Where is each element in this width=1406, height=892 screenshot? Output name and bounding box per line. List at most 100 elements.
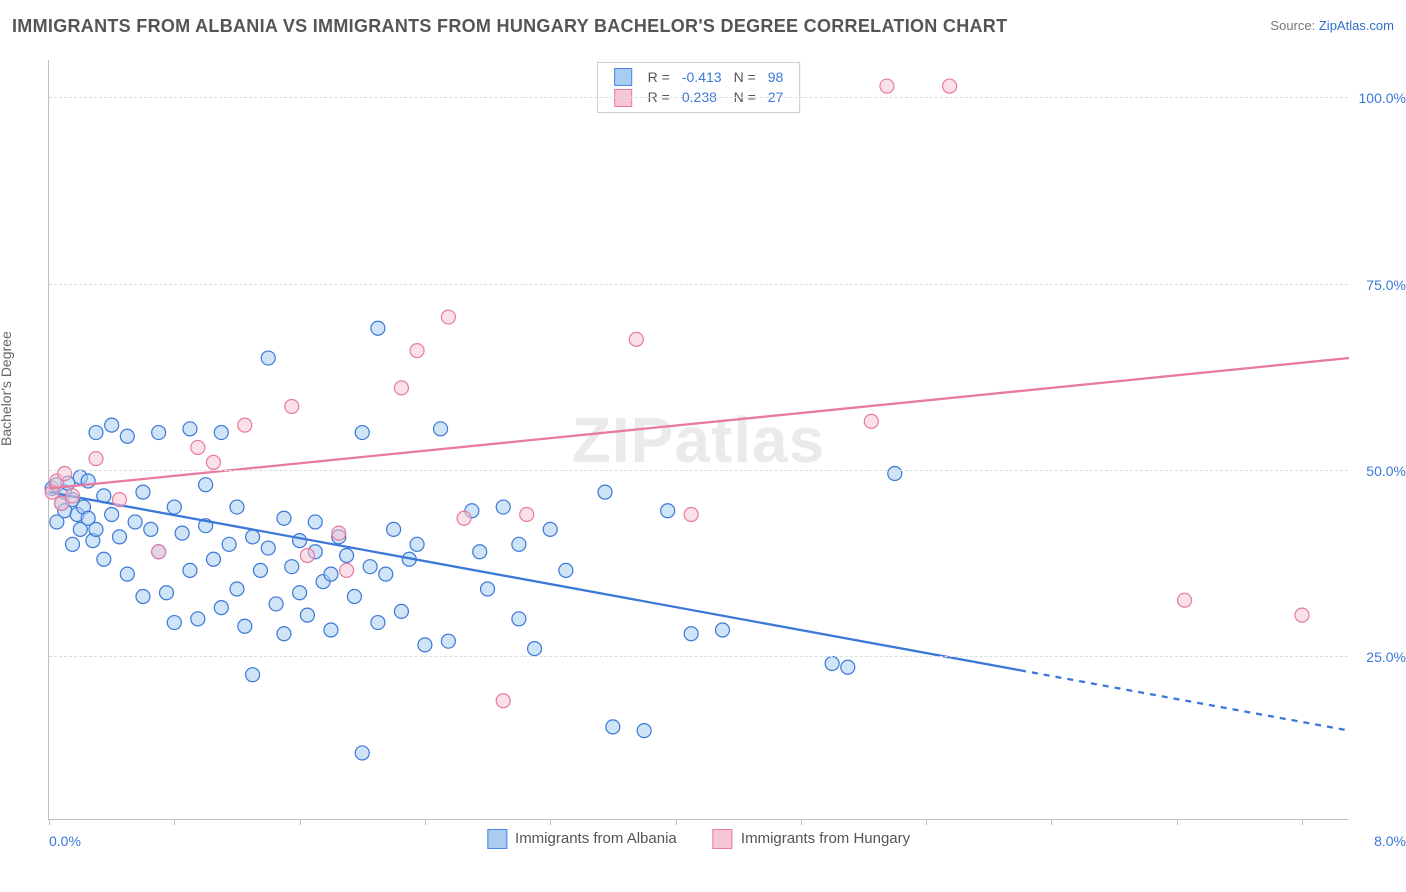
data-point (230, 582, 244, 596)
data-point (355, 426, 369, 440)
data-point (112, 530, 126, 544)
data-point (481, 582, 495, 596)
data-point (238, 619, 252, 633)
data-point (441, 310, 455, 324)
x-tick (550, 819, 551, 825)
data-point (214, 426, 228, 440)
y-tick-label: 75.0% (1366, 277, 1406, 293)
data-point (880, 79, 894, 93)
data-point (285, 399, 299, 413)
data-point (324, 567, 338, 581)
data-point (888, 467, 902, 481)
data-point (379, 567, 393, 581)
data-point (175, 526, 189, 540)
data-point (136, 485, 150, 499)
data-point (300, 548, 314, 562)
gridline: 100.0% (49, 97, 1348, 98)
x-tick (300, 819, 301, 825)
data-point (206, 455, 220, 469)
data-point (496, 500, 510, 514)
data-point (434, 422, 448, 436)
data-point (183, 563, 197, 577)
series-legend-label: Immigrants from Hungary (741, 830, 910, 847)
data-point (128, 515, 142, 529)
data-point (89, 522, 103, 536)
data-point (105, 418, 119, 432)
data-point (120, 567, 134, 581)
data-point (159, 586, 173, 600)
source-label: Source: (1270, 18, 1315, 33)
data-point (246, 668, 260, 682)
data-point (308, 515, 322, 529)
source-link[interactable]: ZipAtlas.com (1319, 18, 1394, 33)
legend-swatch (713, 829, 733, 849)
data-point (629, 332, 643, 346)
data-point (559, 563, 573, 577)
source-credit: Source: ZipAtlas.com (1270, 18, 1394, 33)
data-point (183, 422, 197, 436)
data-point (441, 634, 455, 648)
data-point (347, 589, 361, 603)
data-point (512, 537, 526, 551)
data-point (864, 414, 878, 428)
data-point (606, 720, 620, 734)
data-point (167, 616, 181, 630)
x-tick (425, 819, 426, 825)
data-point (543, 522, 557, 536)
data-point (65, 489, 79, 503)
data-point (97, 552, 111, 566)
data-point (152, 426, 166, 440)
gridline: 75.0% (49, 284, 1348, 285)
data-point (277, 627, 291, 641)
data-point (112, 493, 126, 507)
data-point (637, 724, 651, 738)
data-point (410, 344, 424, 358)
data-point (191, 440, 205, 454)
data-point (841, 660, 855, 674)
plot-svg (49, 60, 1348, 819)
series-legend-label: Immigrants from Albania (515, 830, 677, 847)
data-point (144, 522, 158, 536)
data-point (598, 485, 612, 499)
data-point (105, 508, 119, 522)
data-point (457, 511, 471, 525)
data-point (293, 586, 307, 600)
data-point (293, 534, 307, 548)
data-point (332, 526, 346, 540)
data-point (410, 537, 424, 551)
data-point (715, 623, 729, 637)
data-point (340, 563, 354, 577)
data-point (528, 642, 542, 656)
x-axis-max-label: 8.0% (1374, 833, 1406, 849)
x-tick (1302, 819, 1303, 825)
y-axis-label: Bachelor's Degree (0, 331, 14, 446)
data-point (261, 351, 275, 365)
data-point (65, 537, 79, 551)
data-point (199, 478, 213, 492)
data-point (496, 694, 510, 708)
data-point (261, 541, 275, 555)
data-point (89, 452, 103, 466)
data-point (371, 321, 385, 335)
data-point (661, 504, 675, 518)
x-tick (1177, 819, 1178, 825)
data-point (512, 612, 526, 626)
trend-line-extrapolated (1020, 670, 1349, 730)
data-point (238, 418, 252, 432)
x-tick (676, 819, 677, 825)
data-point (324, 623, 338, 637)
data-point (394, 381, 408, 395)
data-point (277, 511, 291, 525)
x-tick (1051, 819, 1052, 825)
data-point (355, 746, 369, 760)
data-point (473, 545, 487, 559)
data-point (387, 522, 401, 536)
data-point (371, 616, 385, 630)
data-point (340, 548, 354, 562)
x-axis-min-label: 0.0% (49, 833, 81, 849)
data-point (167, 500, 181, 514)
data-point (89, 426, 103, 440)
data-point (943, 79, 957, 93)
x-tick (801, 819, 802, 825)
chart-title: IMMIGRANTS FROM ALBANIA VS IMMIGRANTS FR… (12, 16, 1007, 37)
